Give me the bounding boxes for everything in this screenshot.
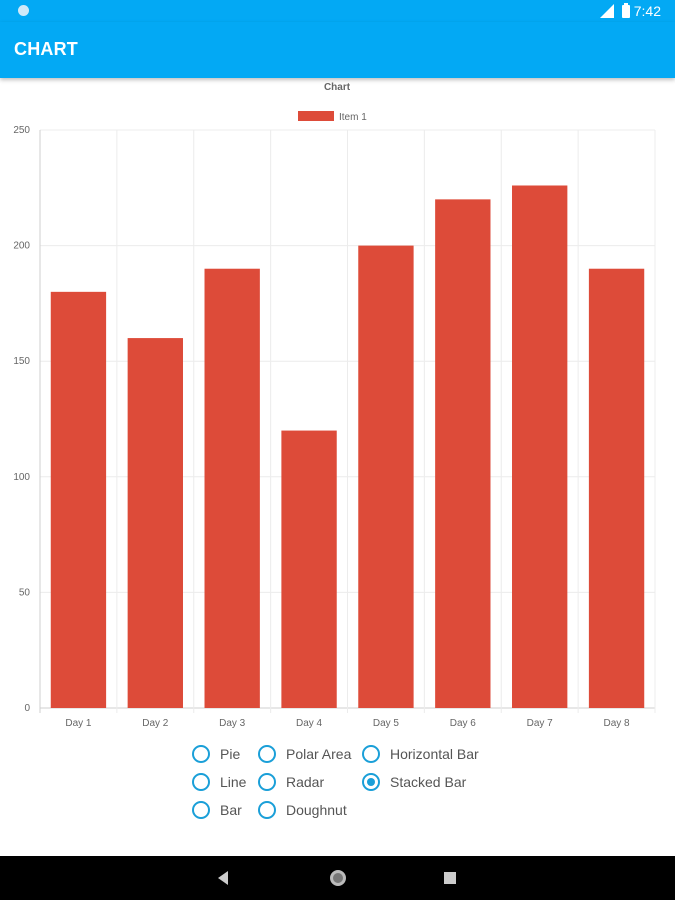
radio-circle-checked[interactable] [362,773,380,791]
bar-chart: Chart Item 1 0 50 100 150 200 250 Day 1 Day 2 Day … [13,82,656,729]
radio-circle[interactable] [192,801,210,819]
y-tick-label: 200 [13,241,30,252]
chart-title: Chart [324,82,351,93]
radio-circle[interactable] [192,773,210,791]
x-tick-label: Day 5 [373,718,400,729]
y-tick-label: 250 [13,125,30,136]
bar-day-4 [281,430,337,708]
bar-day-3 [204,268,260,708]
radio-label: Doughnut [286,802,347,818]
system-nav-bar [0,856,675,900]
x-tick-label: Day 8 [604,718,631,729]
radio-line[interactable]: Line [192,770,246,794]
y-tick-label: 50 [19,587,31,598]
chart-type-radio-group: Pie Polar Area Horizontal Bar Line Radar… [192,740,512,830]
radio-label: Stacked Bar [390,774,467,790]
app-bar: CHART [0,22,675,78]
signal-icon [600,4,614,18]
chart-area: Chart Item 1 0 50 100 150 200 250 Day 1 Day 2 Day … [0,78,675,738]
x-tick-label: Day 4 [296,718,323,729]
radio-horizontal-bar[interactable]: Horizontal Bar [362,742,479,766]
battery-icon [622,3,630,18]
bar-day-2 [127,338,183,708]
radio-doughnut[interactable]: Doughnut [258,798,347,822]
bar-day-7 [512,185,568,708]
recent-apps-icon[interactable] [444,872,456,884]
status-bar: 7:42 [0,0,675,22]
notification-icon [18,5,29,16]
radio-pie[interactable]: Pie [192,742,240,766]
bar-day-5 [358,245,414,708]
radio-label: Horizontal Bar [390,746,479,762]
status-time: 7:42 [633,3,661,19]
radio-label: Bar [220,802,242,818]
radio-circle[interactable] [258,773,276,791]
app-title: CHART [14,39,78,59]
legend-label: Item 1 [339,112,367,123]
x-tick-label: Day 2 [142,718,169,729]
radio-stacked-bar[interactable]: Stacked Bar [362,770,466,794]
radio-label: Line [220,774,247,790]
radio-circle[interactable] [258,801,276,819]
home-icon[interactable] [330,870,346,886]
y-tick-label: 150 [13,356,30,367]
back-icon[interactable] [216,870,230,886]
bar-day-1 [50,291,107,708]
radio-polar-area[interactable]: Polar Area [258,742,351,766]
x-tick-label: Day 6 [450,718,477,729]
radio-label: Radar [286,774,325,790]
radio-label: Pie [220,746,241,762]
x-tick-label: Day 1 [65,718,92,729]
radio-circle[interactable] [192,745,210,763]
radio-label: Polar Area [286,746,352,762]
y-tick-label: 0 [24,703,30,714]
bar-day-8 [588,268,645,708]
radio-radar[interactable]: Radar [258,770,324,794]
radio-circle[interactable] [258,745,276,763]
bar-day-6 [435,199,491,709]
x-tick-label: Day 7 [527,718,554,729]
legend-swatch [298,111,334,121]
radio-bar[interactable]: Bar [192,798,242,822]
radio-circle[interactable] [362,745,380,763]
x-tick-label: Day 3 [219,718,246,729]
y-tick-label: 100 [13,472,30,483]
